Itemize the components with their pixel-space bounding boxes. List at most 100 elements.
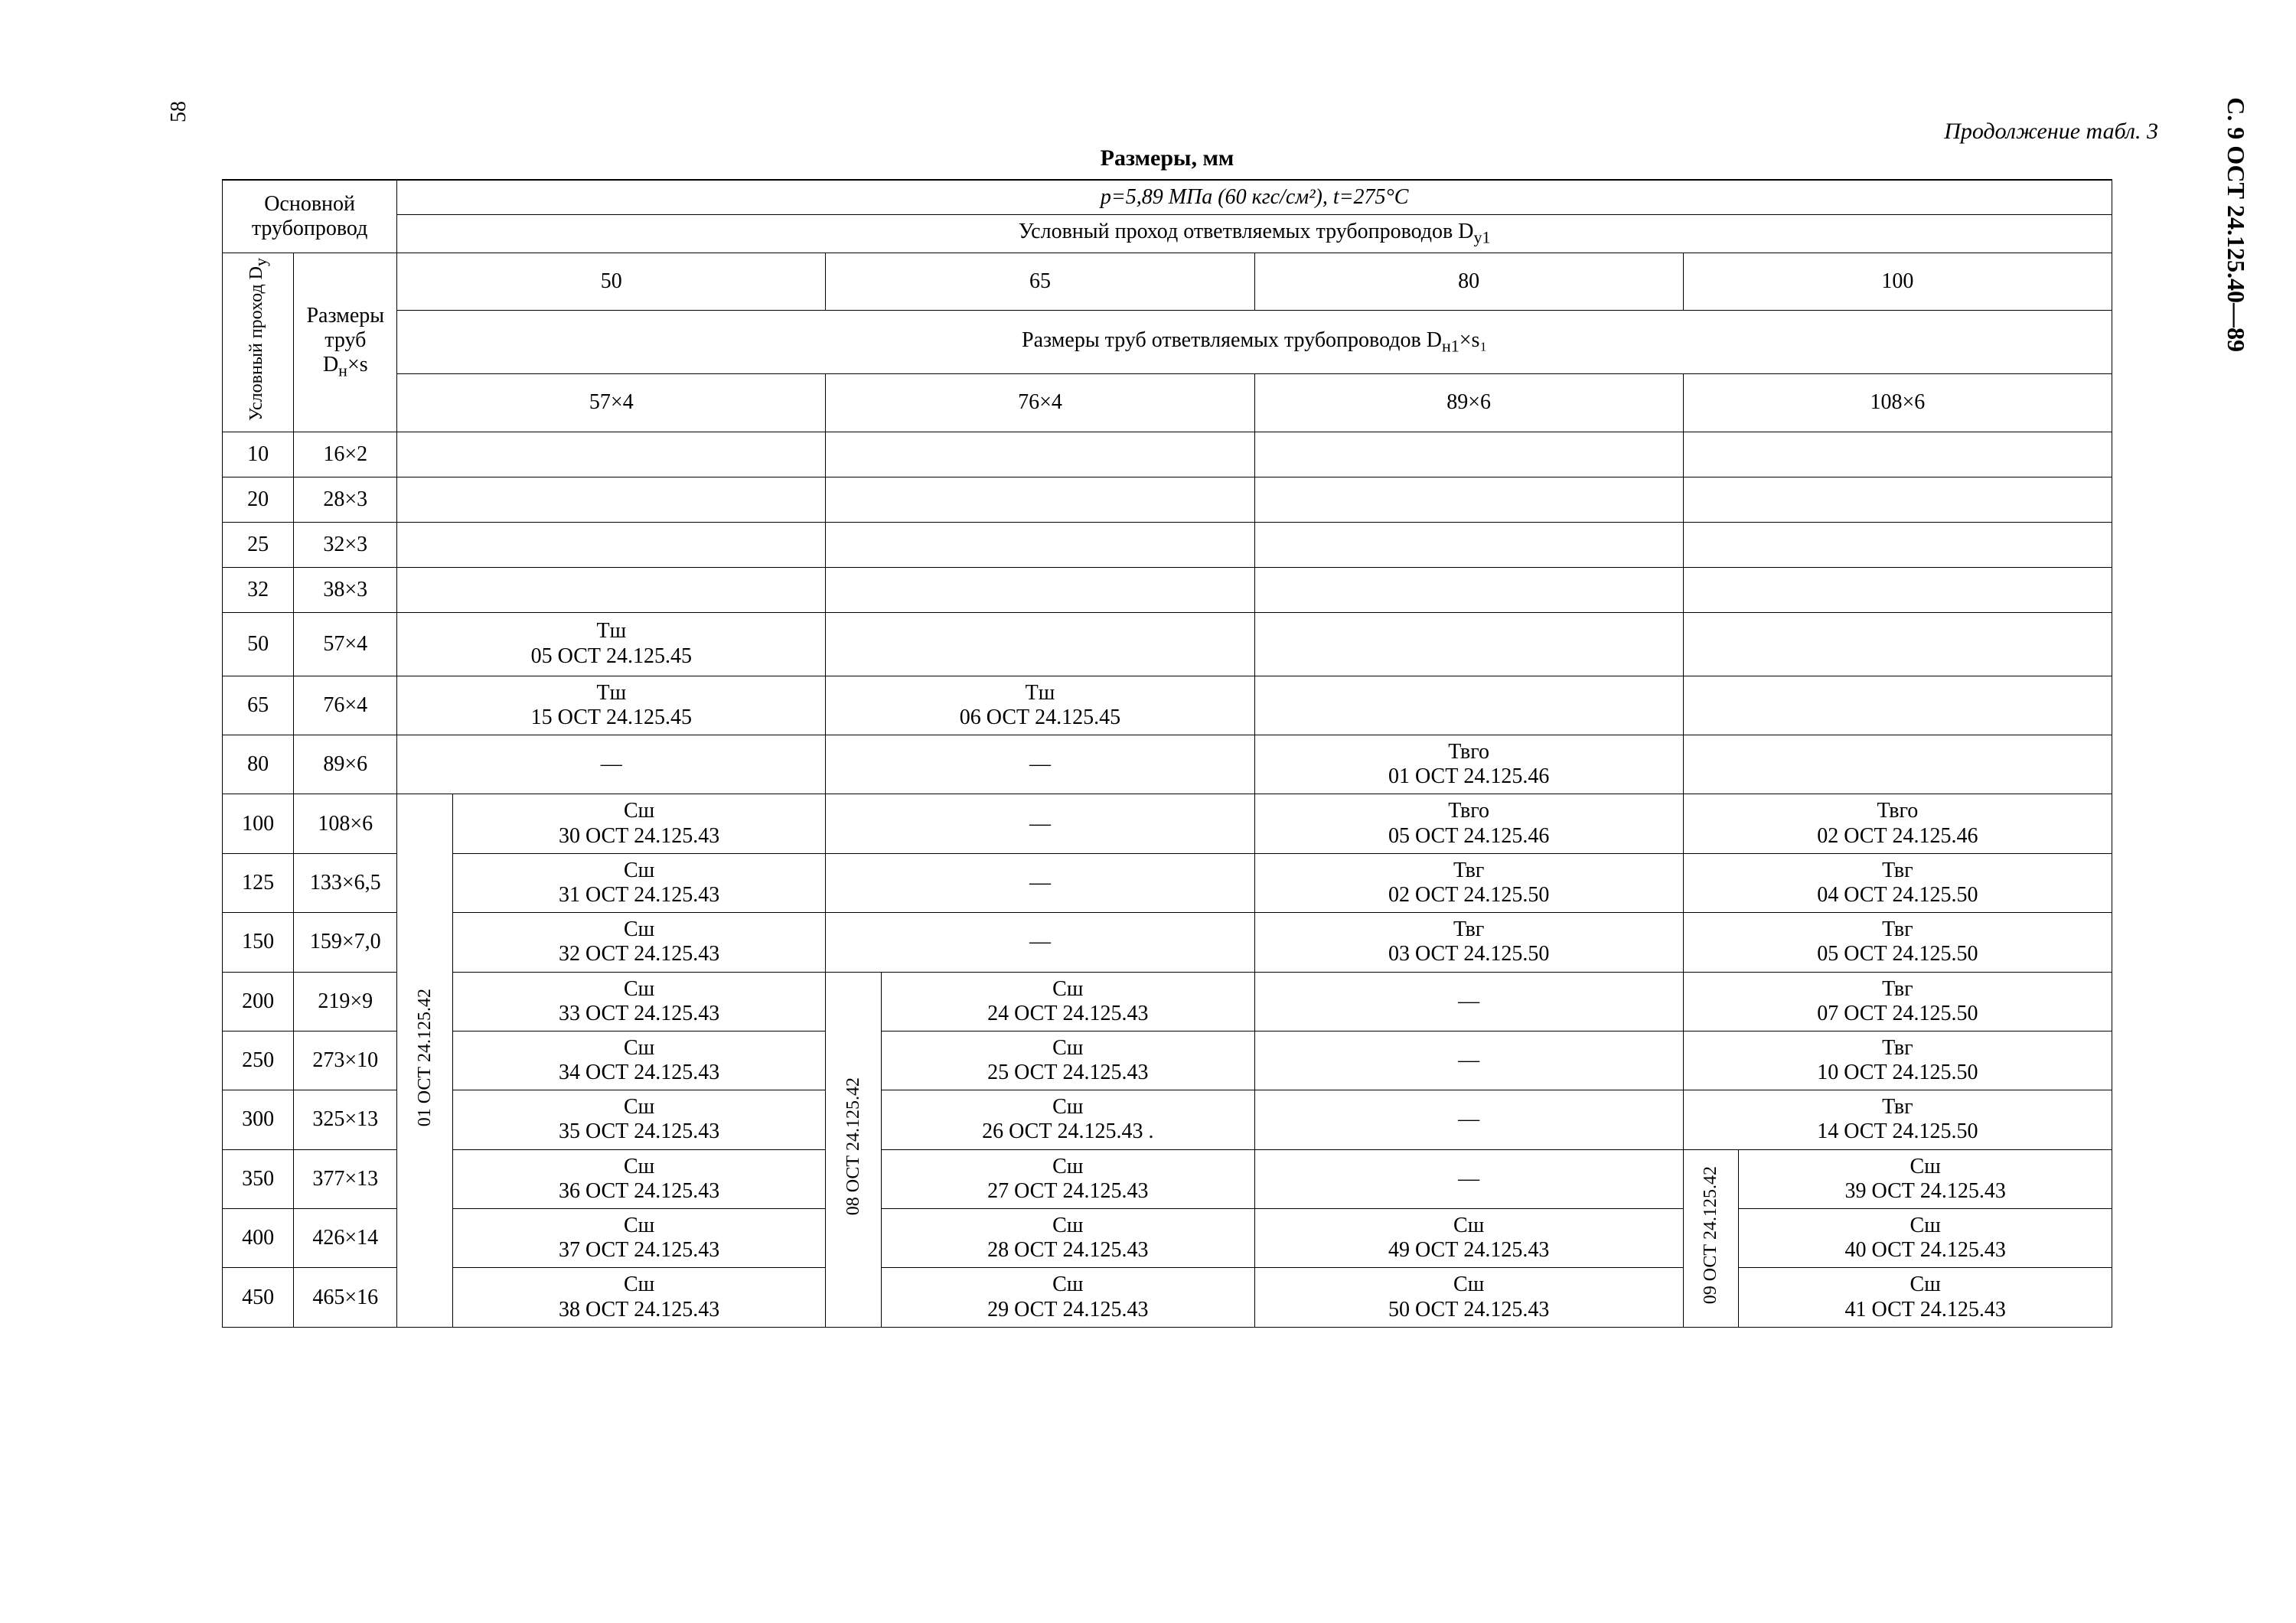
cell-c3: Сш50 ОСТ 24.125.43: [1254, 1268, 1683, 1327]
cell-dn: 28×3: [294, 477, 397, 522]
hdr-cond-pass: Условный проход Dу: [223, 253, 294, 432]
hdr-pipe-sizes: Размеры труб Dн×s: [294, 253, 397, 432]
cell-dn: 219×9: [294, 972, 397, 1031]
hdr-col-50: 50: [397, 253, 826, 310]
cell-c4: Твг07 ОСТ 24.125.50: [1683, 972, 2112, 1031]
cell-c1: Сш37 ОСТ 24.125.43: [452, 1209, 826, 1268]
cell-c1: [397, 477, 826, 522]
cell-c4: Твг14 ОСТ 24.125.50: [1683, 1090, 2112, 1149]
cell-c2: Сш24 ОСТ 24.125.43: [882, 972, 1255, 1031]
cell-c2: [826, 477, 1254, 522]
cell-dn: 108×6: [294, 794, 397, 853]
cell-c3: [1254, 477, 1683, 522]
cell-c4: Сш40 ОСТ 24.125.43: [1739, 1209, 2112, 1268]
cell-c1: Тш05 ОСТ 24.125.45: [397, 612, 826, 676]
cell-c2: [826, 522, 1254, 567]
cell-c1: Сш30 ОСТ 24.125.43: [452, 794, 826, 853]
cell-dn: 377×13: [294, 1149, 397, 1208]
cell-dy: 450: [223, 1268, 294, 1327]
cell-c3: [1254, 432, 1683, 477]
cell-dy: 80: [223, 735, 294, 794]
hdr-size-57: 57×4: [397, 374, 826, 432]
cell-dn: 273×10: [294, 1031, 397, 1090]
cell-c3: —: [1254, 1090, 1683, 1149]
margin-doc-code: С. 9 ОСТ 24.125.40—89: [2222, 97, 2250, 352]
merge-col4: 09 ОСТ 24.125.42: [1683, 1149, 1739, 1327]
table-caption: Размеры, мм: [222, 145, 2112, 171]
cell-c1: Сш32 ОСТ 24.125.43: [452, 913, 826, 972]
cell-c1: Сш35 ОСТ 24.125.43: [452, 1090, 826, 1149]
cell-dy: 250: [223, 1031, 294, 1090]
merge-col1: 01 ОСТ 24.125.42: [397, 794, 453, 1327]
cell-c2: [826, 432, 1254, 477]
cell-c2: —: [826, 735, 1254, 794]
table-continuation: Продолжение табл. 3: [1944, 119, 2158, 145]
cell-dn: 16×2: [294, 432, 397, 477]
cell-c4: Твг05 ОСТ 24.125.50: [1683, 913, 2112, 972]
cell-c3: [1254, 567, 1683, 612]
hdr-col-100: 100: [1683, 253, 2112, 310]
cell-c2: —: [826, 794, 1254, 853]
cell-dy: 300: [223, 1090, 294, 1149]
hdr-branch-pass: Условный проход ответвляемых трубопровод…: [397, 215, 2112, 253]
cell-c3: —: [1254, 1149, 1683, 1208]
cell-c1: Сш31 ОСТ 24.125.43: [452, 853, 826, 912]
cell-c1: [397, 432, 826, 477]
cell-c4: Сш39 ОСТ 24.125.43: [1739, 1149, 2112, 1208]
cell-c4: Твг10 ОСТ 24.125.50: [1683, 1031, 2112, 1090]
cell-dn: 426×14: [294, 1209, 397, 1268]
cell-c3: Сш49 ОСТ 24.125.43: [1254, 1209, 1683, 1268]
hdr-branch-sizes: Размеры труб ответвляемых трубопроводов …: [397, 311, 2112, 374]
cell-c4: [1683, 612, 2112, 676]
hdr-main-pipe: Основной трубопровод: [223, 180, 397, 253]
cell-c3: [1254, 676, 1683, 735]
cell-dn: 57×4: [294, 612, 397, 676]
cell-c4: [1683, 676, 2112, 735]
hdr-col-65: 65: [826, 253, 1254, 310]
cell-c2: Сш29 ОСТ 24.125.43: [882, 1268, 1255, 1327]
hdr-size-76: 76×4: [826, 374, 1254, 432]
hdr-pressure: p=5,89 МПа (60 кгс/см²), t=275°С: [397, 180, 2112, 215]
cell-c3: —: [1254, 1031, 1683, 1090]
cell-c1: [397, 522, 826, 567]
cell-c4: [1683, 567, 2112, 612]
cell-c4: [1683, 477, 2112, 522]
cell-c2: Сш26 ОСТ 24.125.43 .: [882, 1090, 1255, 1149]
cell-c3: Твг02 ОСТ 24.125.50: [1254, 853, 1683, 912]
cell-dy: 150: [223, 913, 294, 972]
cell-c1: Сш38 ОСТ 24.125.43: [452, 1268, 826, 1327]
hdr-size-108: 108×6: [1683, 374, 2112, 432]
cell-dn: 133×6,5: [294, 853, 397, 912]
cell-c1: —: [397, 735, 826, 794]
cell-dn: 89×6: [294, 735, 397, 794]
cell-c2: Тш06 ОСТ 24.125.45: [826, 676, 1254, 735]
cell-c2: Сш28 ОСТ 24.125.43: [882, 1209, 1255, 1268]
cell-c3: Твго05 ОСТ 24.125.46: [1254, 794, 1683, 853]
cell-dy: 25: [223, 522, 294, 567]
cell-dn: 159×7,0: [294, 913, 397, 972]
cell-c2: [826, 567, 1254, 612]
cell-dy: 50: [223, 612, 294, 676]
cell-c4: Твг04 ОСТ 24.125.50: [1683, 853, 2112, 912]
hdr-size-89: 89×6: [1254, 374, 1683, 432]
cell-c3: [1254, 522, 1683, 567]
cell-dy: 10: [223, 432, 294, 477]
cell-dy: 350: [223, 1149, 294, 1208]
cell-c2: Сш27 ОСТ 24.125.43: [882, 1149, 1255, 1208]
cell-dy: 65: [223, 676, 294, 735]
spec-table: Основной трубопровод p=5,89 МПа (60 кгс/…: [222, 179, 2112, 1328]
table-wrapper: Размеры, мм Основной трубопровод p=5,89 …: [222, 145, 2112, 1328]
cell-c1: Тш15 ОСТ 24.125.45: [397, 676, 826, 735]
cell-c2: Сш25 ОСТ 24.125.43: [882, 1031, 1255, 1090]
cell-c3: [1254, 612, 1683, 676]
cell-c3: Твго01 ОСТ 24.125.46: [1254, 735, 1683, 794]
cell-c2: —: [826, 853, 1254, 912]
page-number-left: 58: [167, 101, 191, 122]
cell-dn: 465×16: [294, 1268, 397, 1327]
cell-c4: [1683, 735, 2112, 794]
cell-c1: Сш34 ОСТ 24.125.43: [452, 1031, 826, 1090]
cell-dy: 32: [223, 567, 294, 612]
cell-c1: Сш36 ОСТ 24.125.43: [452, 1149, 826, 1208]
cell-c4: [1683, 432, 2112, 477]
cell-dn: 38×3: [294, 567, 397, 612]
